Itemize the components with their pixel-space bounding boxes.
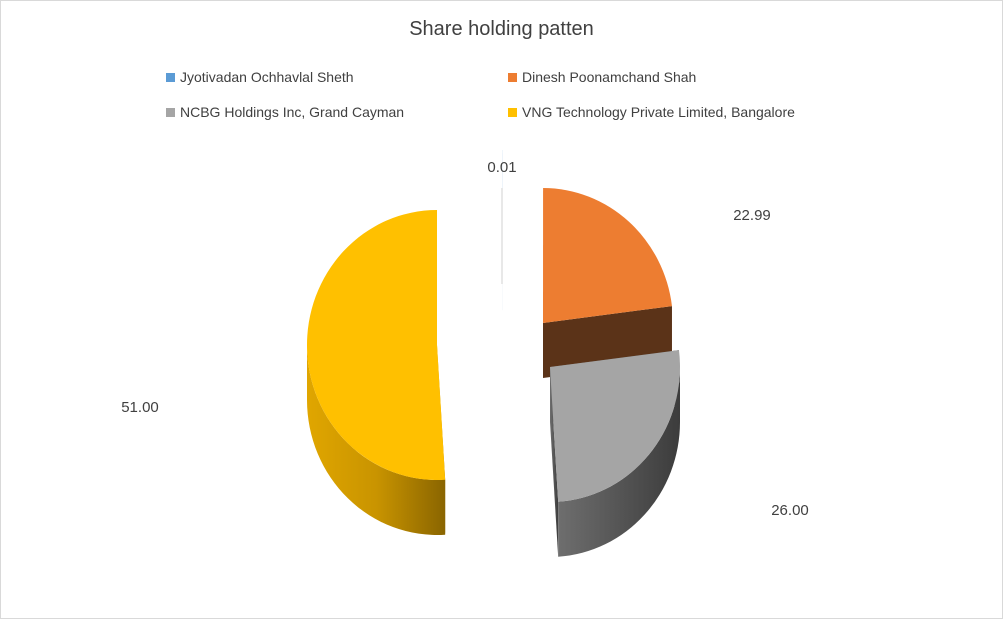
legend-item-3: VNG Technology Private Limited, Bangalor… bbox=[508, 104, 795, 120]
slice-side bbox=[558, 367, 680, 557]
data-label-2: 26.00 bbox=[771, 502, 809, 519]
legend-item-1: Dinesh Poonamchand Shah bbox=[508, 69, 696, 85]
legend-label-2: NCBG Holdings Inc, Grand Cayman bbox=[180, 104, 405, 120]
legend-swatch-1 bbox=[508, 73, 517, 82]
slice-top bbox=[543, 188, 672, 323]
legend-swatch-2 bbox=[166, 108, 175, 117]
legend-swatch-0 bbox=[166, 73, 175, 82]
pie-slice-1 bbox=[543, 188, 672, 378]
legend-label-1: Dinesh Poonamchand Shah bbox=[522, 69, 697, 85]
data-label-1: 22.99 bbox=[733, 207, 771, 224]
legend-item-2: NCBG Holdings Inc, Grand Cayman bbox=[166, 104, 404, 120]
pie-slice-2 bbox=[550, 350, 680, 557]
legend-label-0: Jyotivadan Ochhavlal Sheth bbox=[180, 69, 354, 85]
slice-top bbox=[550, 350, 680, 502]
slice-side bbox=[307, 345, 446, 535]
slice-top bbox=[306, 210, 446, 481]
data-label-3: 51.00 bbox=[121, 399, 159, 416]
data-label-0: 0.01 bbox=[487, 159, 516, 176]
chart-title: Share holding patten bbox=[409, 18, 594, 40]
pie-slice-3 bbox=[306, 210, 446, 535]
legend-item-0: Jyotivadan Ochhavlal Sheth bbox=[166, 69, 354, 85]
slice-cut-face bbox=[550, 367, 559, 557]
legend-swatch-3 bbox=[508, 108, 517, 117]
legend-label-3: VNG Technology Private Limited, Bangalor… bbox=[522, 104, 795, 120]
